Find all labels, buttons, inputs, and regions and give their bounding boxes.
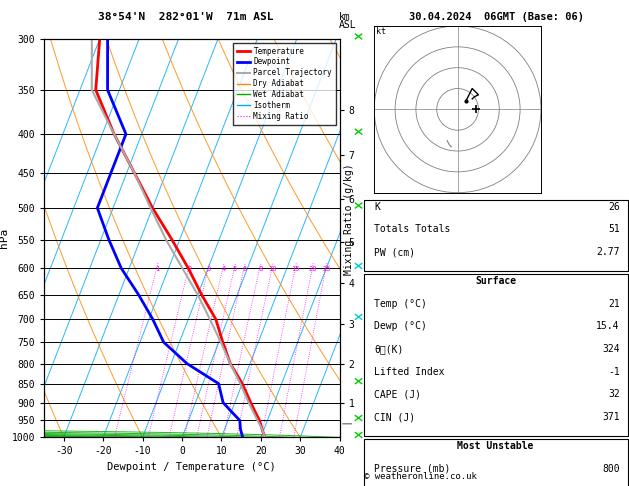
Text: 6: 6 — [242, 265, 247, 272]
Text: kt: kt — [376, 27, 386, 36]
Text: Dewp (°C): Dewp (°C) — [374, 321, 427, 331]
Text: © weatheronline.co.uk: © weatheronline.co.uk — [364, 472, 476, 481]
Text: CAPE (J): CAPE (J) — [374, 389, 421, 399]
Y-axis label: hPa: hPa — [0, 228, 9, 248]
Text: 25: 25 — [322, 265, 331, 272]
Text: ASL: ASL — [338, 20, 356, 31]
Text: 26: 26 — [608, 202, 620, 212]
Text: Surface: Surface — [475, 276, 516, 286]
Text: Mixing Ratio (g/kg): Mixing Ratio (g/kg) — [344, 163, 354, 275]
X-axis label: Dewpoint / Temperature (°C): Dewpoint / Temperature (°C) — [108, 462, 276, 472]
Text: 38°54'N  282°01'W  71m ASL: 38°54'N 282°01'W 71m ASL — [97, 12, 274, 22]
Text: 51: 51 — [608, 225, 620, 234]
Bar — [364, 200, 628, 271]
Text: Lifted Index: Lifted Index — [374, 367, 445, 377]
Text: θᴄ(K): θᴄ(K) — [374, 344, 404, 354]
Text: 2: 2 — [187, 265, 191, 272]
Text: LCL: LCL — [364, 419, 379, 428]
Bar — [364, 274, 628, 436]
Text: 4: 4 — [221, 265, 226, 272]
Text: 30.04.2024  06GMT (Base: 06): 30.04.2024 06GMT (Base: 06) — [409, 12, 584, 22]
Text: 371: 371 — [602, 412, 620, 422]
Text: PW (cm): PW (cm) — [374, 247, 415, 257]
Text: 10: 10 — [269, 265, 277, 272]
Text: Most Unstable: Most Unstable — [457, 441, 534, 451]
Text: 2.77: 2.77 — [596, 247, 620, 257]
Text: -1: -1 — [608, 367, 620, 377]
Text: CIN (J): CIN (J) — [374, 412, 415, 422]
Text: 8: 8 — [258, 265, 262, 272]
Text: 800: 800 — [602, 464, 620, 473]
Text: 21: 21 — [608, 298, 620, 309]
Text: Pressure (mb): Pressure (mb) — [374, 464, 450, 473]
Text: 5: 5 — [233, 265, 237, 272]
Text: Totals Totals: Totals Totals — [374, 225, 450, 234]
Text: km: km — [338, 12, 350, 22]
Text: 32: 32 — [608, 389, 620, 399]
Bar — [364, 439, 628, 486]
Text: 20: 20 — [309, 265, 317, 272]
Legend: Temperature, Dewpoint, Parcel Trajectory, Dry Adiabat, Wet Adiabat, Isotherm, Mi: Temperature, Dewpoint, Parcel Trajectory… — [233, 43, 336, 125]
Text: 15.4: 15.4 — [596, 321, 620, 331]
Text: Temp (°C): Temp (°C) — [374, 298, 427, 309]
Text: 1: 1 — [155, 265, 159, 272]
Text: 324: 324 — [602, 344, 620, 354]
Text: 3: 3 — [207, 265, 211, 272]
Text: K: K — [374, 202, 380, 212]
Text: 15: 15 — [291, 265, 300, 272]
